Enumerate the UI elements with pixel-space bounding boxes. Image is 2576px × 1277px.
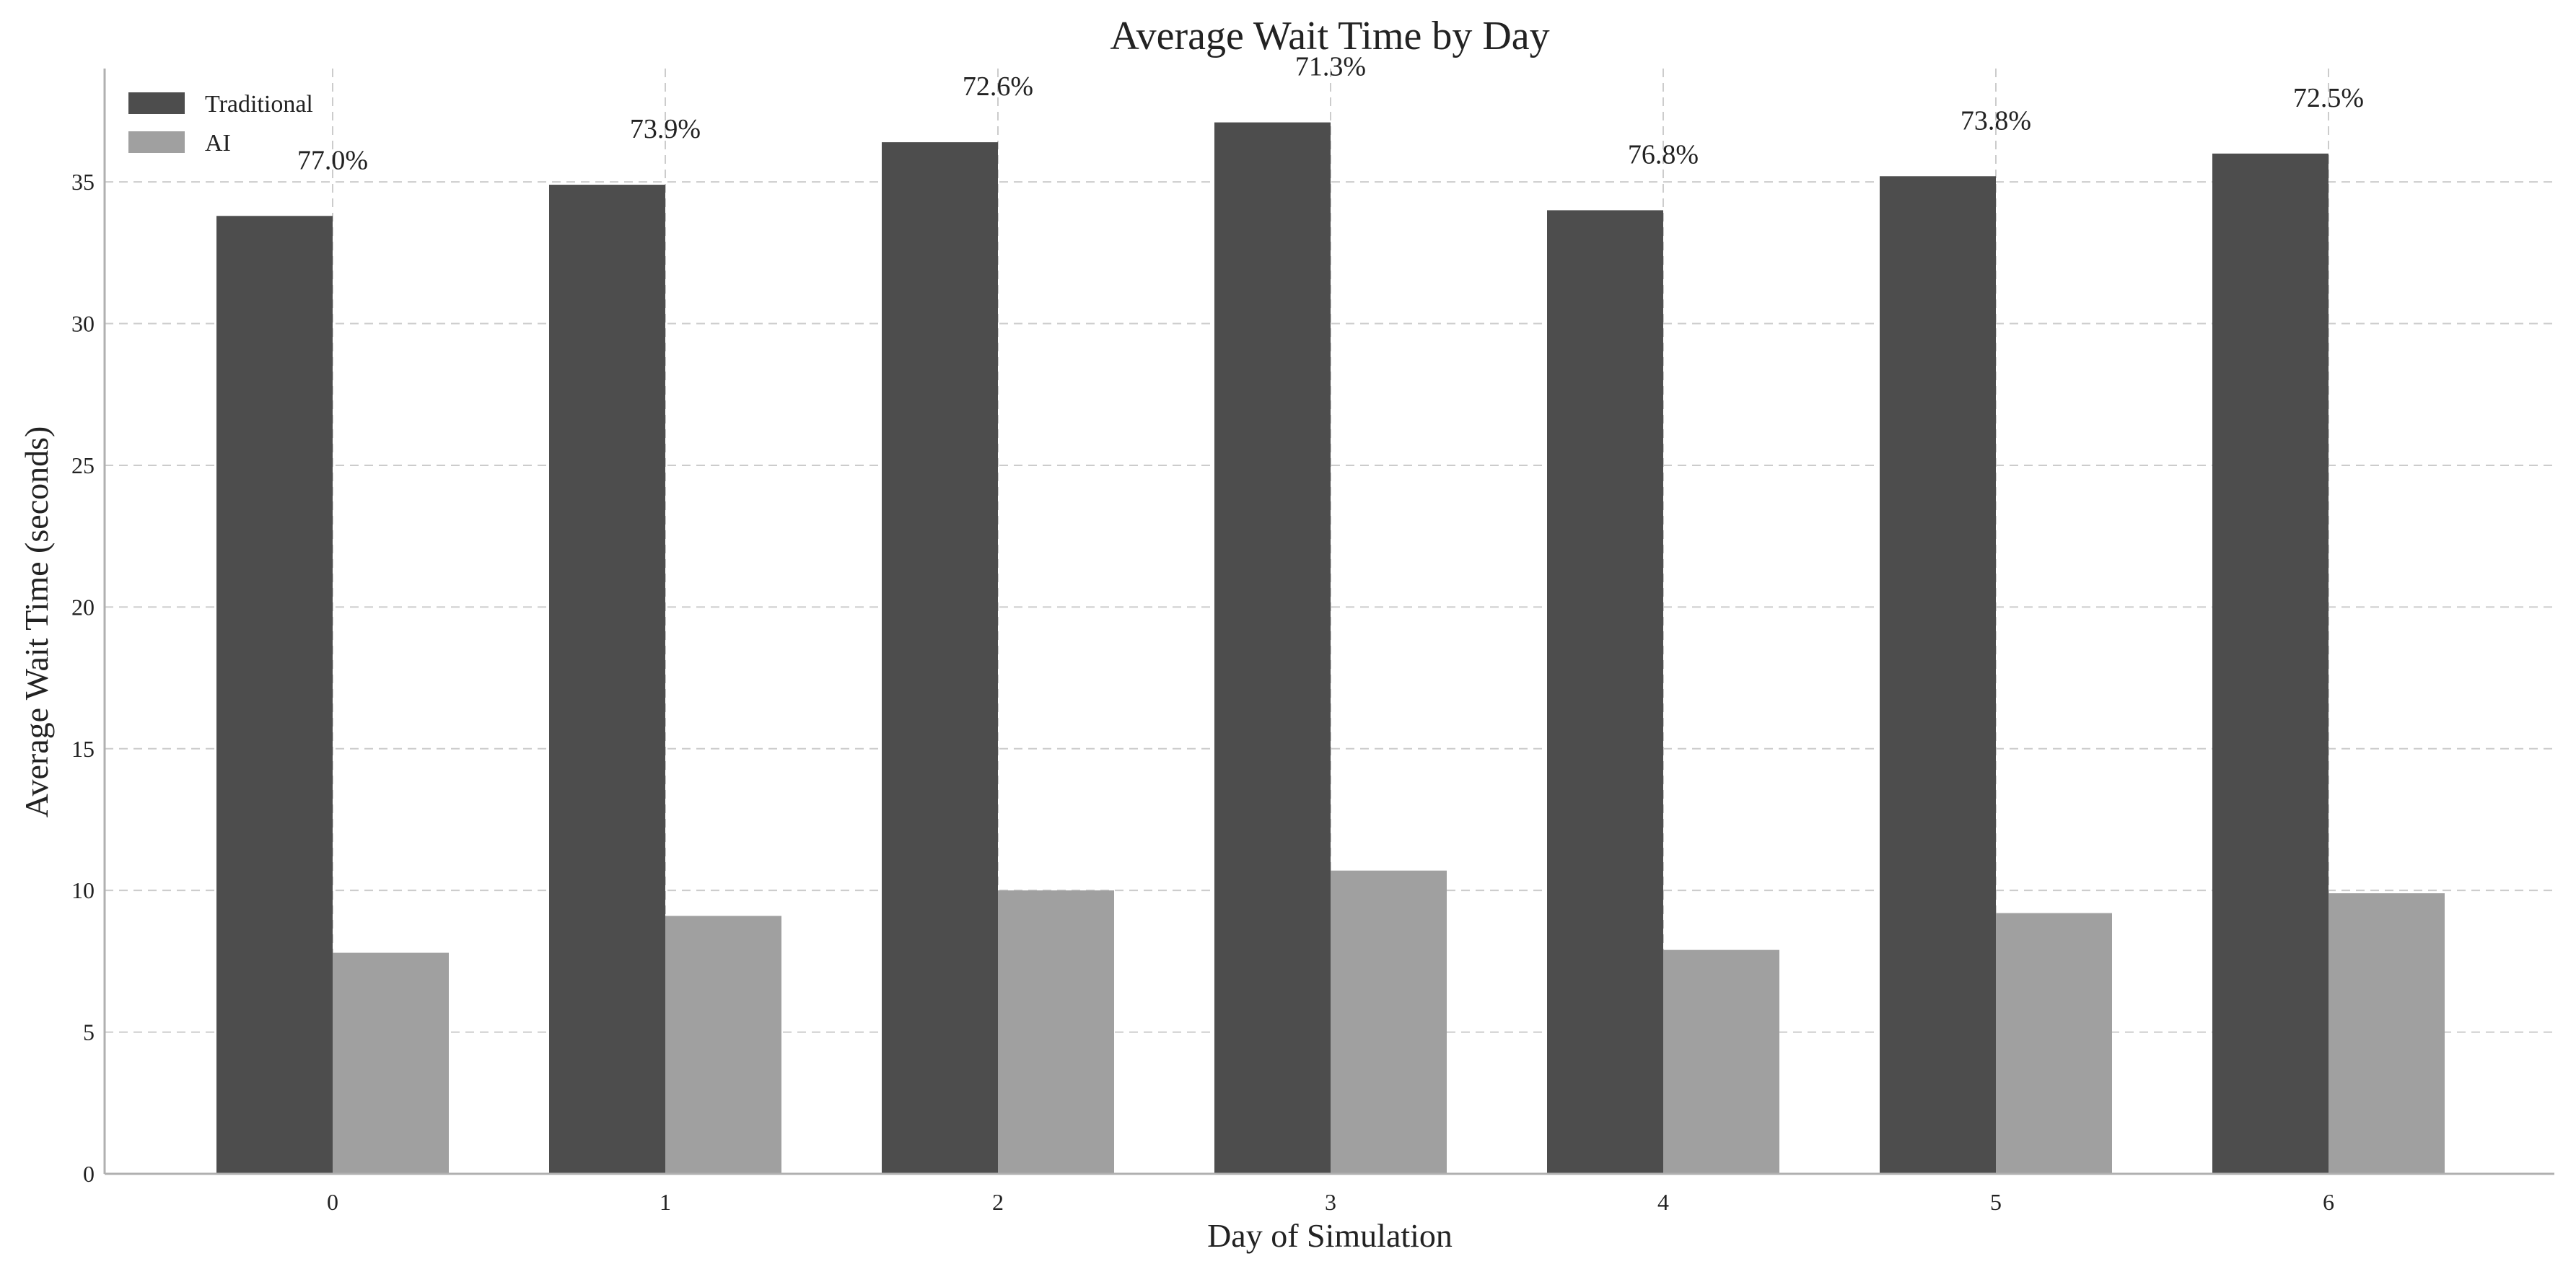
- y-tick-label: 30: [71, 311, 95, 337]
- x-tick-label: 5: [1990, 1189, 2002, 1215]
- y-tick-label: 5: [83, 1019, 95, 1045]
- bar-ai: [1331, 870, 1447, 1174]
- reduction-label: 73.9%: [630, 114, 701, 144]
- bar-ai: [1663, 949, 1779, 1174]
- y-tick-label: 10: [71, 877, 95, 903]
- legend-label: AI: [205, 130, 231, 157]
- bar-traditional: [2212, 153, 2329, 1174]
- y-axis-title: Average Wait Time (seconds): [18, 426, 55, 818]
- legend-swatch: [128, 131, 185, 153]
- legend: Traditional AI: [128, 91, 313, 157]
- reduction-label: 71.3%: [1295, 52, 1366, 82]
- reduction-label: 72.6%: [963, 71, 1033, 102]
- y-tick-label: 0: [83, 1161, 95, 1187]
- y-tick-label: 20: [71, 594, 95, 620]
- x-tick-label: 4: [1657, 1189, 1669, 1215]
- reduction-label: 72.5%: [2293, 83, 2364, 113]
- bar-traditional: [1547, 210, 1663, 1174]
- chart-title: Average Wait Time by Day: [1110, 14, 1549, 58]
- bar-ai: [665, 916, 781, 1174]
- bar-traditional: [882, 142, 998, 1175]
- legend-label: Traditional: [205, 91, 313, 118]
- y-tick-label: 25: [71, 452, 95, 478]
- bar-ai: [998, 890, 1114, 1174]
- x-tick-label: 1: [660, 1189, 671, 1215]
- x-tick-label: 0: [327, 1189, 338, 1215]
- reduction-label: 77.0%: [297, 145, 368, 175]
- bar-ai: [333, 952, 449, 1174]
- bar-ai: [1996, 913, 2112, 1174]
- bar-traditional: [1880, 176, 1996, 1175]
- axes: 0 5 10 15 20 25 30 35 0 1 2 3 4 5 6: [71, 69, 2554, 1215]
- bars: [216, 122, 2445, 1175]
- reduction-label: 73.8%: [1961, 105, 2031, 136]
- bar-traditional: [549, 185, 665, 1174]
- y-tick-label: 15: [71, 736, 95, 762]
- annotations: 77.0% 73.9% 72.6% 71.3% 76.8% 73.8% 72.5%: [297, 52, 2364, 176]
- x-axis-title: Day of Simulation: [1207, 1217, 1453, 1254]
- bar-ai: [2329, 893, 2445, 1174]
- x-tick-label: 6: [2323, 1189, 2334, 1215]
- bar-traditional: [216, 216, 333, 1175]
- bar-traditional: [1214, 122, 1331, 1175]
- legend-swatch: [128, 92, 185, 114]
- y-tick-label: 35: [71, 169, 95, 195]
- reduction-label: 76.8%: [1628, 139, 1699, 170]
- x-tick-label: 2: [992, 1189, 1004, 1215]
- x-tick-label: 3: [1325, 1189, 1336, 1215]
